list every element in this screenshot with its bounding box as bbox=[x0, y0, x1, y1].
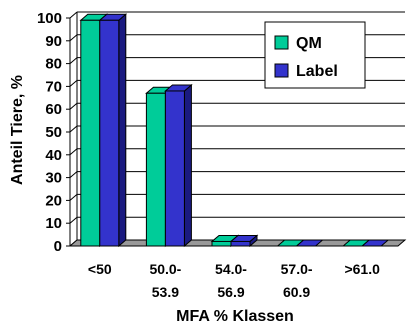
bar-side bbox=[118, 13, 127, 248]
y-tick-label: 90 bbox=[45, 33, 62, 50]
bar-front bbox=[164, 90, 185, 247]
gridlines bbox=[69, 11, 405, 247]
x-tick-label: 50.0- bbox=[149, 261, 181, 277]
y-tick-label: 80 bbox=[45, 56, 62, 73]
gridline-side bbox=[69, 125, 78, 133]
legend-swatch-label bbox=[274, 63, 289, 78]
y-tick-label: 0 bbox=[54, 238, 62, 255]
bar-front bbox=[145, 92, 166, 247]
x-tick-label: <50 bbox=[88, 261, 112, 277]
bar-side bbox=[183, 83, 192, 248]
gridline-side bbox=[69, 80, 78, 87]
y-tick-label: 50 bbox=[45, 124, 62, 141]
legend-label-label: Label bbox=[296, 63, 338, 80]
legend-swatch-qm bbox=[274, 35, 289, 50]
y-tick-label: 10 bbox=[45, 215, 62, 232]
bar-front bbox=[230, 240, 251, 247]
bar-front bbox=[211, 240, 232, 247]
gridline-side bbox=[69, 34, 78, 42]
legend: QM Label bbox=[264, 21, 366, 89]
x-axis-title: MFA % Klassen bbox=[176, 308, 294, 325]
x-tick-label: 57.0- bbox=[281, 261, 313, 277]
y-tick-label: 30 bbox=[45, 170, 62, 187]
legend-label-qm: QM bbox=[296, 35, 322, 52]
bar-label bbox=[229, 234, 259, 248]
gridline-side bbox=[69, 57, 78, 64]
y-axis-title: Anteil Tiere, % bbox=[9, 75, 26, 185]
bar-label bbox=[164, 83, 193, 248]
gridline-side bbox=[69, 148, 78, 156]
y-tick-label: 20 bbox=[45, 192, 62, 209]
x-tick-label: 54.0- bbox=[215, 261, 247, 277]
bar-label bbox=[98, 13, 128, 248]
gridline-side bbox=[69, 102, 78, 110]
x-tick-label: >61.0 bbox=[344, 261, 380, 277]
x-tick-label: 53.9 bbox=[152, 284, 179, 300]
gridline-side bbox=[69, 216, 78, 224]
x-tick-label: 56.9 bbox=[217, 284, 244, 300]
bar-front bbox=[80, 19, 101, 247]
bar-front bbox=[99, 19, 120, 247]
gridline-side bbox=[69, 11, 78, 19]
bars bbox=[79, 13, 390, 248]
y-tick-label: 40 bbox=[45, 147, 62, 164]
x-tick-label: 60.9 bbox=[283, 284, 310, 300]
gridline-side bbox=[69, 171, 78, 178]
axes: 0 10 20 30 40 50 60 70 80 90 100 <50 50.0- 53.9 54.0- 5… bbox=[37, 10, 398, 300]
y-tick-label: 60 bbox=[45, 101, 62, 118]
gridline-side bbox=[69, 194, 78, 201]
y-tick-label: 70 bbox=[45, 78, 62, 95]
y-tick-label: 100 bbox=[37, 10, 62, 27]
